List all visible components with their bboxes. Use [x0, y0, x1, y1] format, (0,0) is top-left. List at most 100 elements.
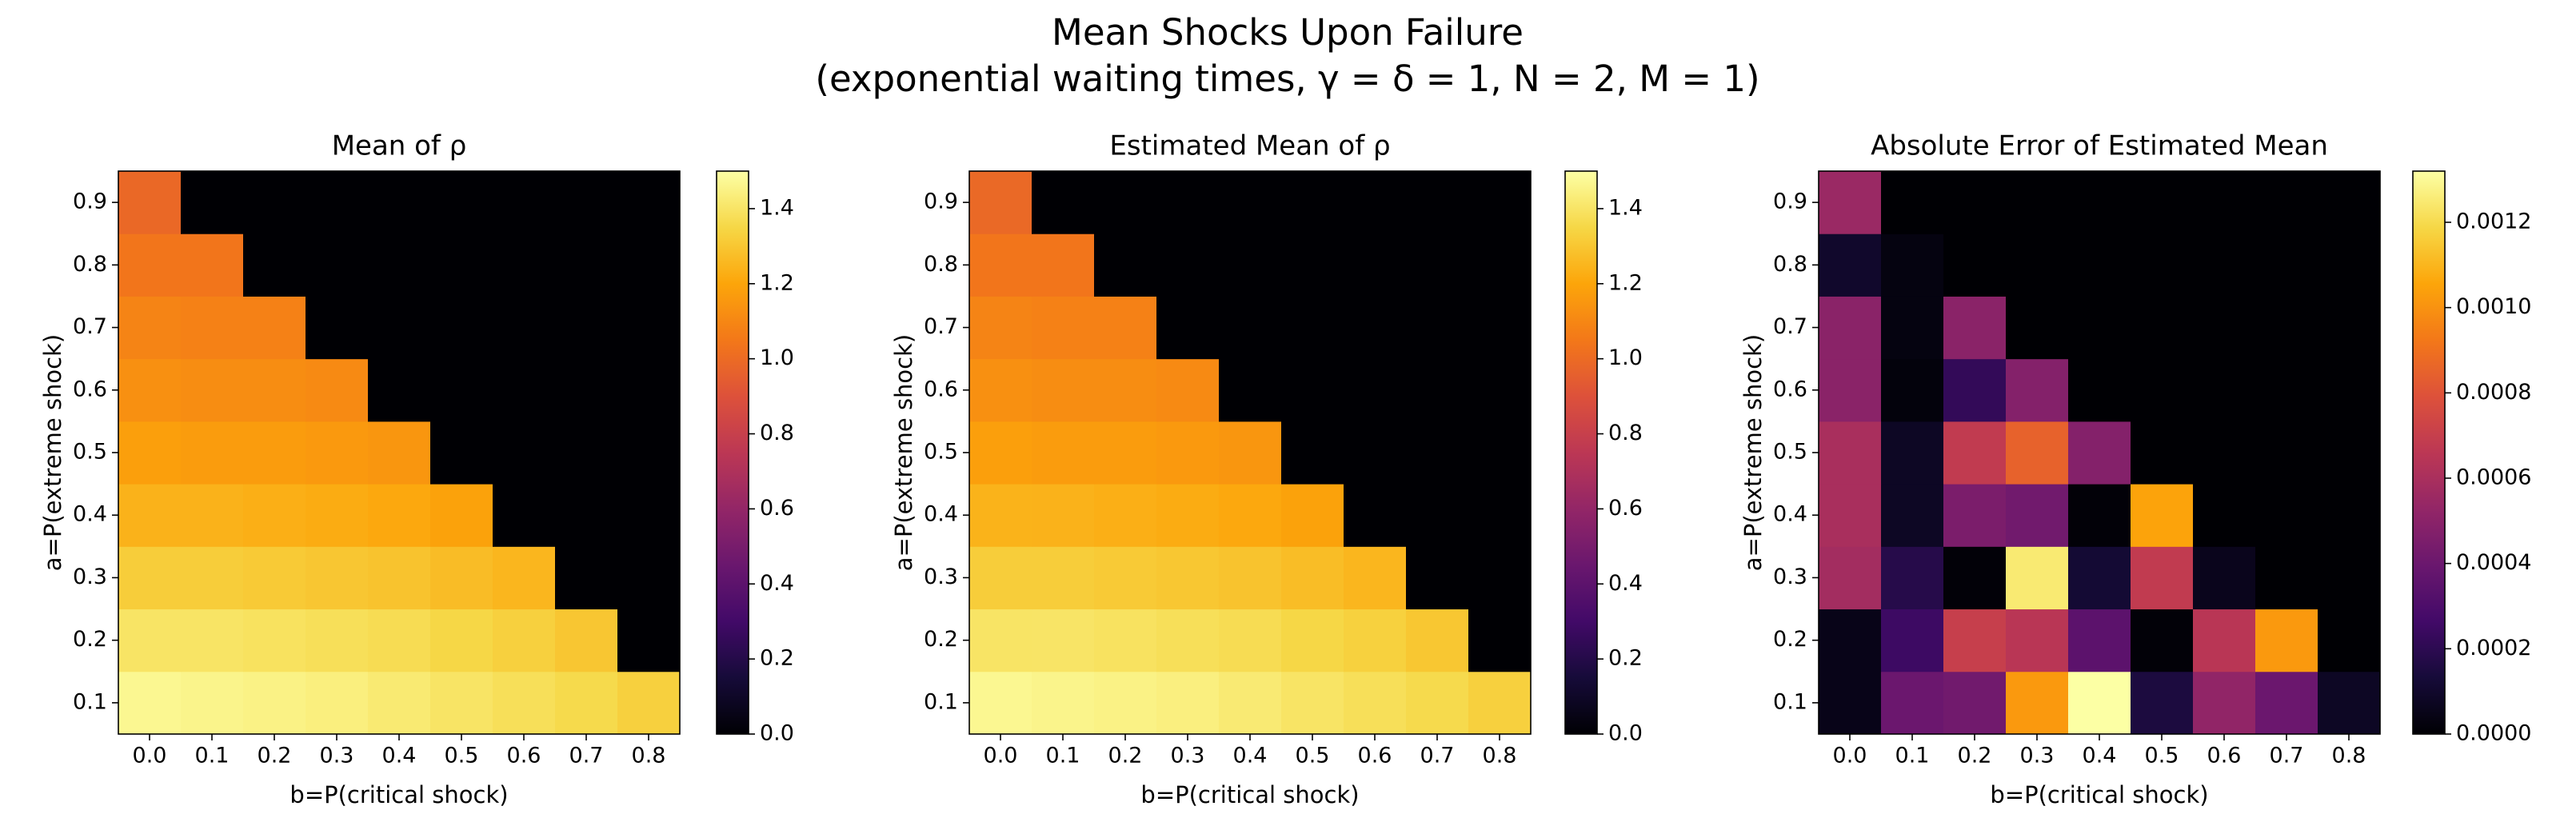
- heatmap-cell: [1032, 171, 1095, 234]
- heatmap-cell: [1094, 421, 1157, 485]
- y-tick-label: 0.5: [73, 440, 107, 465]
- heatmap-cell: [969, 671, 1032, 735]
- heatmap-cell: [2006, 171, 2069, 234]
- heatmap-cell: [1468, 171, 1532, 234]
- y-tick-label: 0.8: [924, 252, 958, 277]
- colorbar-tick-label: 0.6: [1608, 496, 1643, 521]
- heatmap-cell: [617, 296, 681, 360]
- colorbar-tick-label: 1.4: [1608, 195, 1643, 220]
- heatmap-cell: [243, 671, 306, 735]
- heatmap-cell: [2318, 671, 2381, 735]
- heatmap-cell: [1881, 171, 1944, 234]
- heatmap-cell: [243, 421, 306, 485]
- heatmap-cell: [1819, 171, 1882, 234]
- heatmap-cell: [1468, 296, 1532, 360]
- heatmap-cell: [1943, 484, 2007, 547]
- x-tick-label: 0.7: [569, 744, 604, 768]
- heatmap-cell: [1406, 296, 1469, 360]
- heatmap-cell: [2131, 421, 2194, 485]
- heatmap-cell: [118, 171, 182, 234]
- heatmap-cell: [555, 358, 618, 422]
- heatmap-cell: [969, 233, 1032, 297]
- heatmap-cell: [1819, 296, 1882, 360]
- heatmap-cell: [2193, 296, 2256, 360]
- y-tick-label: 0.9: [1773, 190, 1807, 214]
- x-tick-label: 0.0: [1833, 744, 1867, 768]
- heatmap-cell: [2068, 546, 2131, 610]
- heatmap-cell: [2006, 671, 2069, 735]
- x-tick-label: 0.8: [632, 744, 666, 768]
- heatmap-cell: [118, 421, 182, 485]
- heatmap-cell: [1344, 358, 1407, 422]
- heatmap-cell: [1468, 358, 1532, 422]
- heatmap-cell: [2193, 233, 2256, 297]
- heatmap-cell: [1156, 171, 1220, 234]
- x-tick-label: 0.1: [195, 744, 230, 768]
- heatmap-cell: [2068, 671, 2131, 735]
- x-tick-label: 0.5: [445, 744, 479, 768]
- x-tick-label: 0.0: [984, 744, 1018, 768]
- x-axis-label: b=P(critical shock): [1140, 781, 1359, 808]
- heatmap-cell: [243, 171, 306, 234]
- heatmap-cell: [368, 609, 431, 672]
- heatmap-cell: [1406, 358, 1469, 422]
- heatmap-cell: [1032, 358, 1095, 422]
- heatmap-cell: [2255, 296, 2318, 360]
- heatmap-cell: [1094, 484, 1157, 547]
- heatmap-cell: [2318, 609, 2381, 672]
- heatmap-cell: [430, 421, 493, 485]
- heatmap-cell: [1219, 546, 1282, 610]
- heatmap-cell: [1344, 233, 1407, 297]
- heatmap-cell: [306, 671, 369, 735]
- heatmap-cell: [1156, 296, 1220, 360]
- colorbar-tick-label: 0.2: [760, 646, 794, 671]
- heatmap-cell: [1219, 296, 1282, 360]
- heatmap-cell: [555, 421, 618, 485]
- heatmap-cell: [1032, 546, 1095, 610]
- x-tick-label: 0.1: [1895, 744, 1930, 768]
- figure-subtitle: (exponential waiting times, γ = δ = 1, N…: [815, 58, 1759, 100]
- heatmap-cell: [2255, 421, 2318, 485]
- heatmap-cell: [2131, 609, 2194, 672]
- heatmap-cell: [493, 671, 556, 735]
- heatmap-cell: [1819, 609, 1882, 672]
- heatmap-cell: [1156, 671, 1220, 735]
- heatmap-cell: [1156, 421, 1220, 485]
- heatmap-cell: [181, 546, 244, 610]
- heatmap-cell: [1468, 421, 1532, 485]
- y-tick-label: 0.2: [924, 627, 958, 652]
- y-tick-label: 0.9: [924, 190, 958, 214]
- heatmap-cell: [969, 171, 1032, 234]
- heatmap-cell: [493, 609, 556, 672]
- heatmap-cell: [1468, 609, 1532, 672]
- heatmap-cell: [617, 546, 681, 610]
- y-tick-label: 0.7: [924, 314, 958, 339]
- y-tick-label: 0.1: [1773, 689, 1807, 714]
- heatmap-cell: [617, 484, 681, 547]
- heatmap-cell: [555, 609, 618, 672]
- heatmap-cell: [555, 296, 618, 360]
- heatmap-cell: [555, 171, 618, 234]
- heatmap-cell: [1468, 546, 1532, 610]
- heatmap-cell: [1881, 421, 1944, 485]
- heatmap-cell: [2255, 171, 2318, 234]
- panel-title: Estimated Mean of ρ: [1109, 130, 1390, 162]
- heatmap-cell: [1094, 609, 1157, 672]
- heatmap-cell: [1943, 609, 2007, 672]
- heatmap-cell: [181, 296, 244, 360]
- heatmap-cell: [1406, 546, 1469, 610]
- x-axis-label: b=P(critical shock): [290, 781, 508, 808]
- y-tick-label: 0.8: [1773, 252, 1807, 277]
- heatmap-cell: [2131, 358, 2194, 422]
- heatmap-cell: [118, 671, 182, 735]
- x-tick-label: 0.2: [258, 744, 292, 768]
- heatmap-cell: [430, 358, 493, 422]
- heatmap-cell: [2255, 484, 2318, 547]
- heatmap-cell: [1094, 296, 1157, 360]
- heatmap-cell: [1819, 546, 1882, 610]
- heatmap-cell: [1094, 546, 1157, 610]
- heatmap-cell: [1406, 671, 1469, 735]
- heatmap-cell: [2318, 484, 2381, 547]
- heatmap-cell: [1344, 546, 1407, 610]
- heatmap-cell: [368, 546, 431, 610]
